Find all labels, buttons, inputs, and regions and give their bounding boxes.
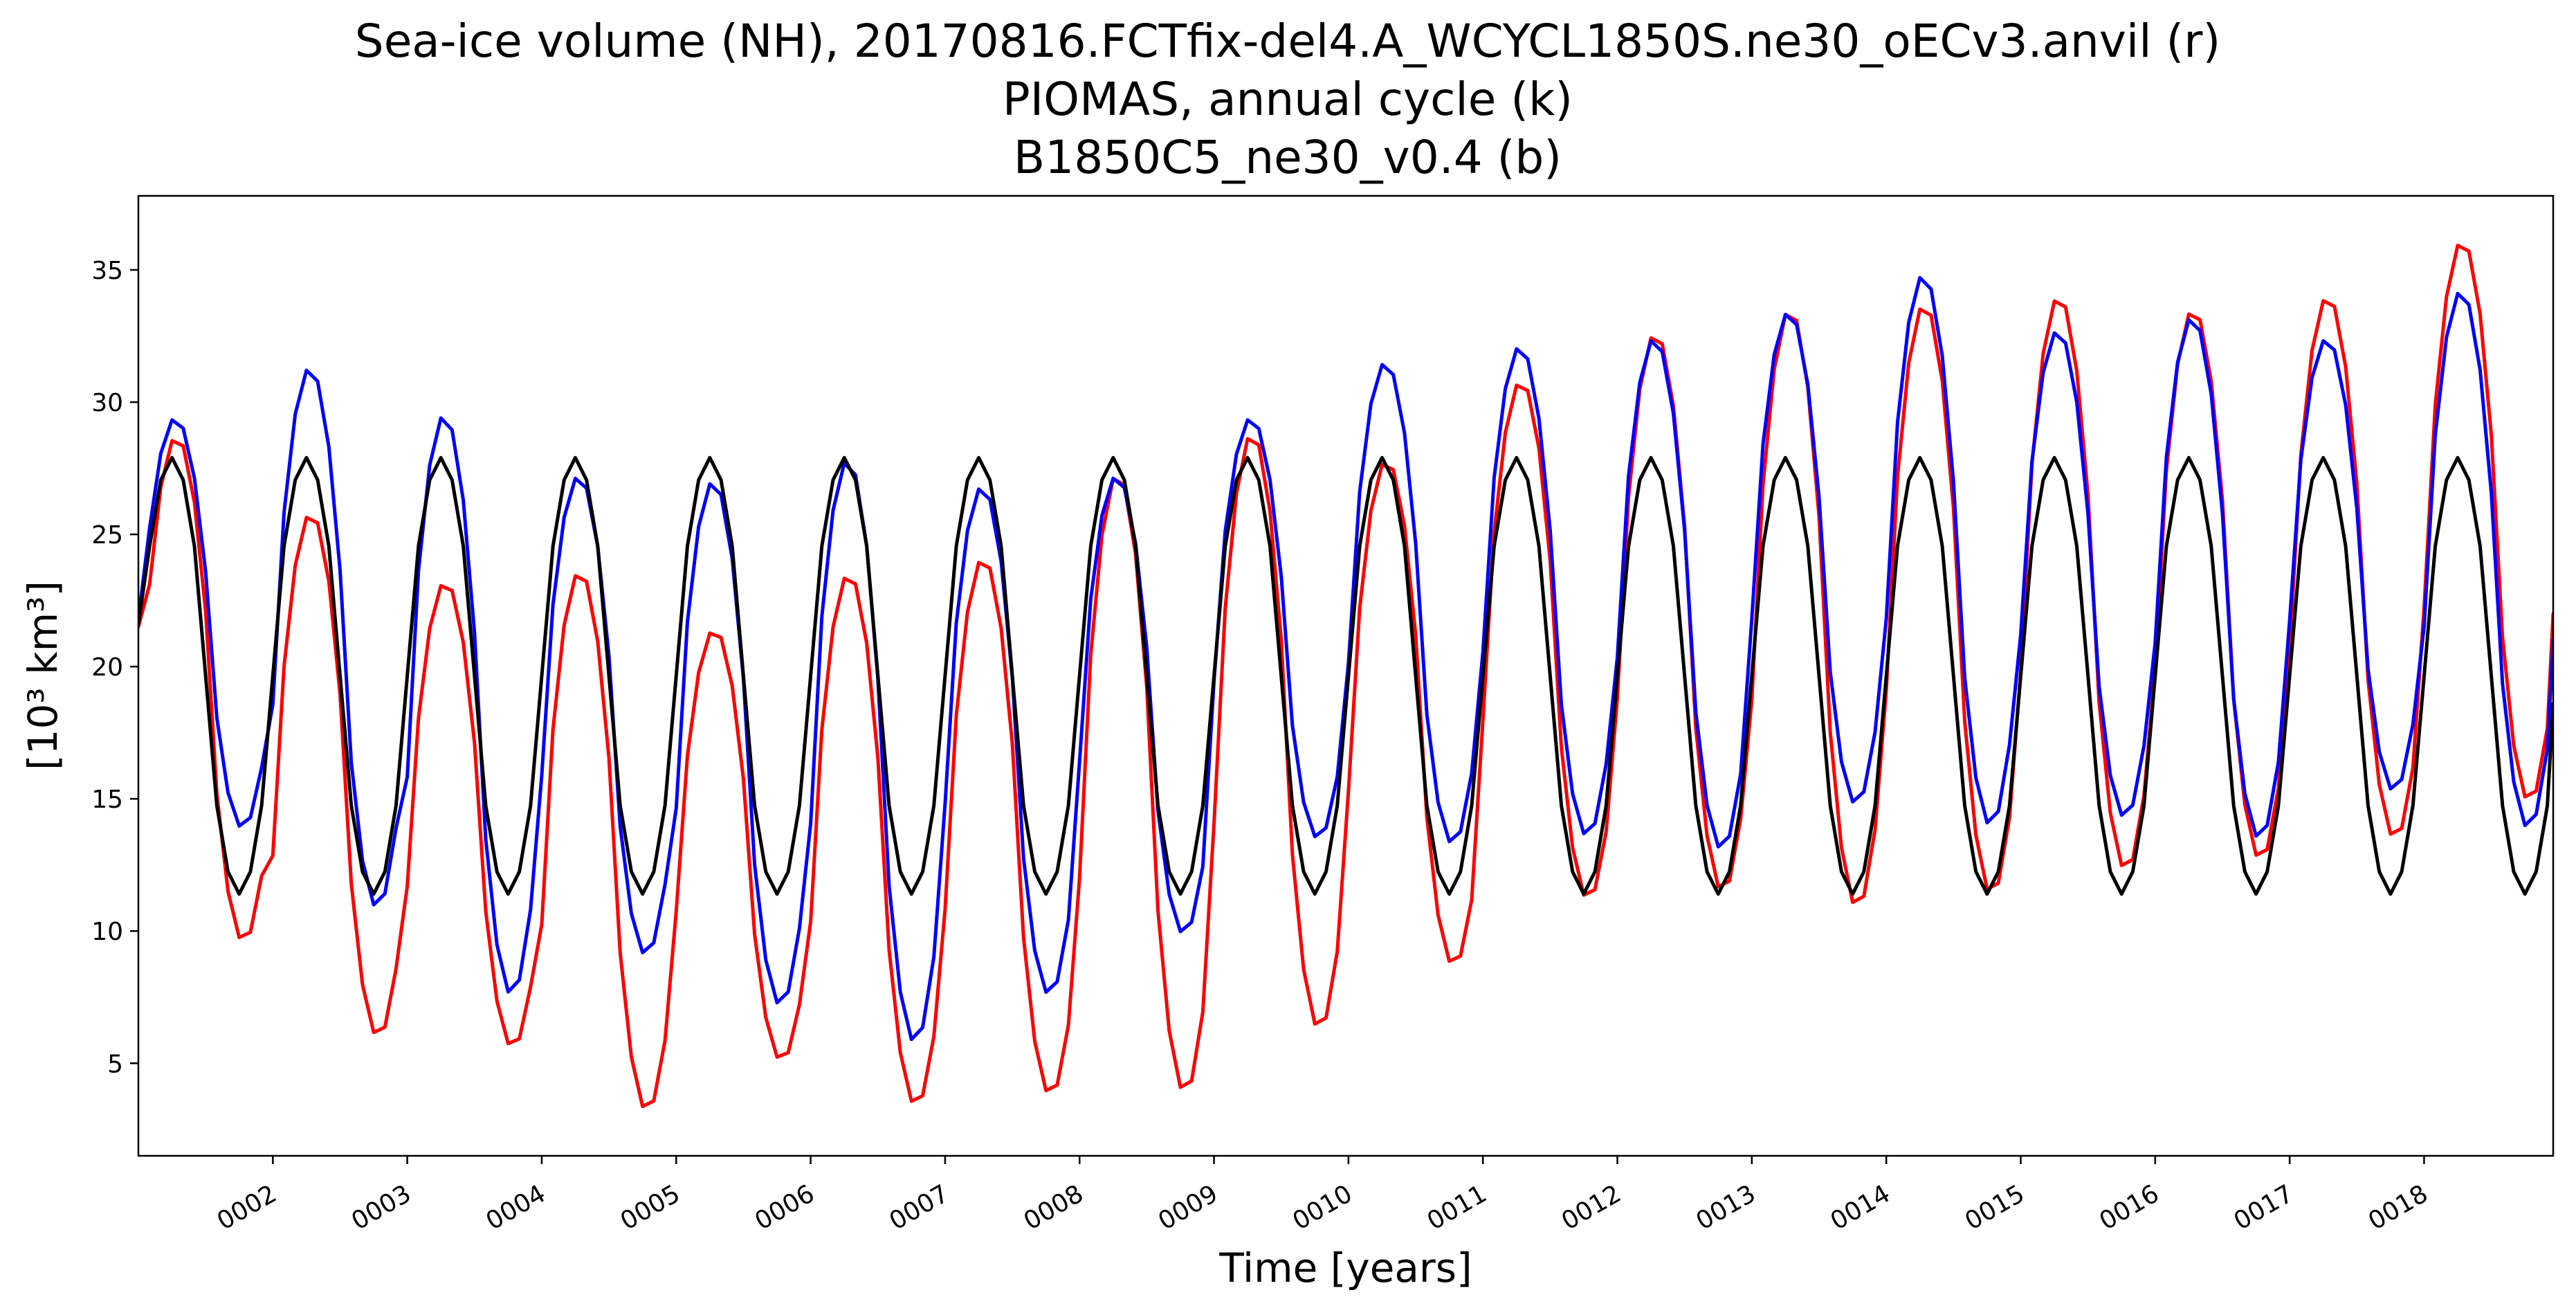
x-tick-label: 0015 bbox=[1960, 1179, 2029, 1235]
x-tick-label: 0017 bbox=[2229, 1179, 2299, 1235]
x-tick-label: 0012 bbox=[1557, 1179, 1626, 1235]
x-tick-label: 0007 bbox=[885, 1179, 954, 1235]
y-tick-label: 35 bbox=[91, 257, 123, 285]
series-line bbox=[138, 275, 2553, 1042]
y-tick-label: 20 bbox=[91, 653, 123, 682]
y-axis-label: [10³ km³] bbox=[19, 581, 66, 770]
y-tick-label: 10 bbox=[91, 918, 123, 946]
x-tick-label: 0005 bbox=[616, 1179, 685, 1235]
y-tick-label: 30 bbox=[91, 389, 123, 417]
axes-frame bbox=[137, 194, 2555, 1157]
x-tick-label: 0018 bbox=[2364, 1179, 2433, 1235]
x-tick-label: 0002 bbox=[212, 1179, 282, 1235]
x-tick-label: 0009 bbox=[1153, 1179, 1223, 1235]
series-layer bbox=[138, 244, 2553, 1109]
chart-title-line-3: B1850C5_ne30_v0.4 (b) bbox=[1014, 131, 1562, 184]
x-tick-label: 0010 bbox=[1288, 1179, 1358, 1235]
chart-title-line-2: PIOMAS, annual cycle (k) bbox=[1003, 73, 1573, 126]
x-tick-label: 0004 bbox=[482, 1179, 551, 1235]
x-axis-label: Time [years] bbox=[1218, 1244, 1472, 1291]
x-tick-label: 0006 bbox=[750, 1179, 819, 1235]
x-tick-label: 0008 bbox=[1019, 1179, 1088, 1235]
x-tick-label: 0013 bbox=[1691, 1179, 1760, 1235]
x-tick-label: 0003 bbox=[347, 1179, 416, 1235]
y-tick-label: 5 bbox=[107, 1050, 123, 1078]
chart-title-line-1: Sea-ice volume (NH), 20170816.FCTfix-del… bbox=[355, 15, 2220, 68]
y-tick-label: 25 bbox=[91, 521, 123, 550]
series-line bbox=[138, 455, 2553, 896]
x-axis: 0002 0003 0004 0005 0006 0007 0008 0009 0010 0011… bbox=[212, 1156, 2433, 1236]
y-tick-label: 15 bbox=[91, 786, 123, 814]
plot-area bbox=[137, 194, 2555, 1157]
x-tick-label: 0014 bbox=[1826, 1179, 1895, 1235]
y-axis: 5 10 15 20 25 30 35 bbox=[91, 257, 138, 1078]
x-tick-label: 0016 bbox=[2094, 1179, 2164, 1235]
x-tick-label: 0011 bbox=[1423, 1179, 1492, 1235]
